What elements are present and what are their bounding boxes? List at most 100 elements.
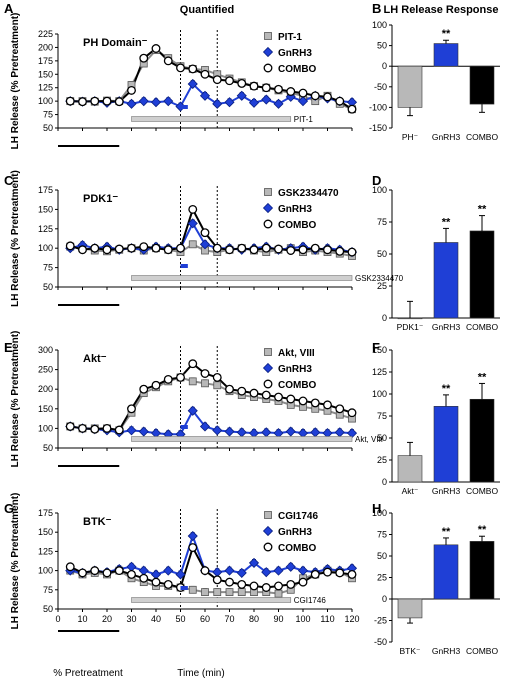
significance-mark: ** [442, 383, 451, 395]
panel-letter: H [372, 501, 381, 516]
panel-letter: B [372, 1, 381, 16]
data-point [65, 96, 75, 106]
bar-3 [469, 65, 495, 105]
y-tick-label: 125 [38, 224, 53, 234]
y-tick-label: 100 [38, 96, 53, 106]
data-point [212, 575, 222, 585]
data-point [335, 96, 345, 106]
data-point [139, 53, 149, 63]
bar-1 [397, 65, 423, 108]
data-point [286, 246, 296, 255]
bar-category-label: COMBO [466, 646, 499, 656]
data-point [261, 583, 271, 592]
header-lh-release-response: LH Release Response [384, 4, 499, 16]
data-point [187, 78, 198, 90]
data-point [90, 243, 100, 253]
data-point [310, 569, 320, 579]
y-tick-label: -100 [369, 102, 387, 112]
legend-label: COMBO [278, 543, 317, 554]
data-point [323, 400, 332, 410]
legend-label: COMBO [278, 64, 317, 75]
data-point [114, 244, 124, 254]
data-point [188, 240, 197, 249]
data-point [188, 64, 198, 74]
data-point [176, 243, 185, 253]
data-point [237, 588, 246, 597]
panel-letter: E [4, 340, 13, 355]
data-point [151, 380, 161, 390]
y-tick-label: 125 [38, 83, 53, 93]
y-axis-label: LH Release (% Pretreatment) [10, 493, 21, 630]
y-tick-label: 100 [38, 243, 53, 253]
legend-marker [263, 542, 273, 552]
x-tick-label: 70 [224, 614, 234, 624]
data-point [188, 585, 197, 594]
data-point [310, 243, 320, 253]
data-point [261, 83, 271, 93]
data-point [139, 384, 149, 394]
data-point [310, 427, 321, 438]
y-tick-label: 175 [38, 56, 53, 66]
data-point [249, 388, 259, 398]
data-point [273, 98, 284, 109]
data-point [163, 374, 173, 384]
y-axis-label: LH Release (% Pretreatment) [10, 170, 21, 307]
data-point [298, 396, 308, 406]
y-axis-label: LH Release (% Pretreatment) [10, 13, 21, 150]
data-point [310, 91, 320, 101]
data-point [199, 421, 211, 432]
data-point [90, 424, 100, 434]
y-tick-label: 75 [377, 530, 387, 540]
x-tick-label: 0 [55, 614, 60, 624]
data-point [199, 90, 211, 101]
panel-b-bar-chart: B -150 -100 -50 0 50 100 PH⁻ ** GnRH3 COMBO [369, 1, 500, 142]
significance-mark: ** [478, 371, 487, 383]
y-tick-label: 125 [38, 546, 53, 556]
data-point [237, 579, 247, 589]
data-point [187, 405, 198, 416]
data-point [261, 567, 272, 578]
y-tick-label: 50 [377, 249, 387, 259]
legend-label: GnRH3 [278, 527, 312, 538]
series-line-gnrh3 [70, 408, 353, 436]
data-point [274, 589, 283, 598]
bar-3 [469, 230, 495, 319]
bar-2 [433, 406, 459, 483]
data-point [249, 245, 259, 255]
data-point [347, 408, 357, 418]
data-point [248, 97, 260, 108]
data-point [188, 204, 198, 214]
data-point [298, 245, 308, 255]
legend-label: GnRH3 [278, 48, 312, 59]
y-tick-label: 0 [382, 594, 387, 604]
panel-letter: D [372, 173, 381, 188]
x-tick-label: 60 [200, 614, 210, 624]
y-tick-label: 150 [38, 204, 53, 214]
bar-2 [433, 43, 459, 67]
data-point [212, 425, 223, 436]
legend-marker [262, 362, 274, 374]
legend-marker [262, 202, 274, 214]
legend-marker [262, 525, 274, 537]
drug-treatment-bar [131, 275, 353, 281]
data-point [176, 63, 185, 73]
data-point [163, 96, 174, 107]
data-point [249, 81, 259, 91]
data-point [213, 381, 222, 390]
y-tick-label: 200 [38, 42, 53, 52]
legend-marker [264, 32, 272, 40]
data-point [248, 557, 260, 568]
data-point [102, 568, 112, 578]
data-point [102, 245, 112, 255]
significance-mark: ** [442, 216, 451, 228]
y-tick-label: -50 [374, 82, 387, 92]
data-point [65, 421, 75, 431]
y-tick-label: 250 [38, 365, 53, 375]
legend-marker [263, 219, 273, 229]
panel-title: PH Domain⁻ [83, 37, 148, 49]
data-point [224, 426, 235, 437]
y-tick-label: 175 [38, 508, 53, 518]
bar-category-label: GnRH3 [432, 646, 461, 656]
data-point [139, 573, 149, 583]
